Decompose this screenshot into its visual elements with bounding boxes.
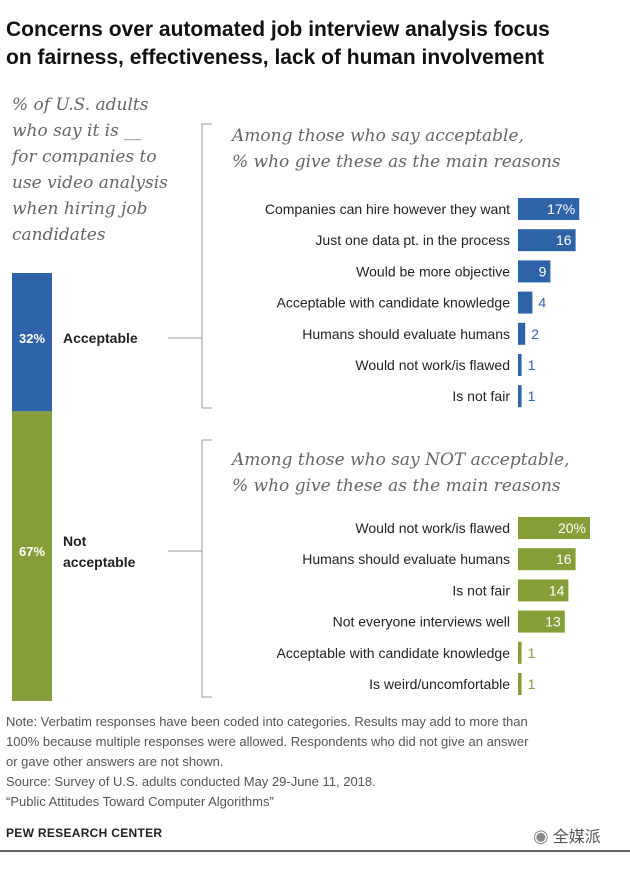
- bar-value-label: 1: [528, 388, 536, 404]
- bar-category-label: Is not fair: [452, 388, 510, 404]
- stacked-segment-label: acceptable: [63, 554, 136, 570]
- note-line: or gave other answers are not shown.: [6, 754, 224, 769]
- bar: [518, 291, 533, 314]
- bar-value-label: 17%: [547, 201, 575, 217]
- intro-text: % of U.S. adults who say it is __ for co…: [12, 92, 202, 248]
- intro-line: who say it is __: [12, 121, 142, 141]
- pew-brand: PEW RESEARCH CENTER: [6, 826, 163, 840]
- intro-line: use video analysis: [12, 173, 168, 193]
- bar-value-label: 16: [556, 232, 572, 248]
- bar-value-label: 1: [528, 645, 536, 661]
- bar-category-label: Humans should evaluate humans: [302, 326, 510, 342]
- note-line: 100% because multiple responses were all…: [6, 734, 529, 749]
- stacked-segment-value: 32%: [19, 331, 45, 346]
- bar-value-label: 2: [531, 326, 539, 342]
- intro-line: % of U.S. adults: [12, 95, 149, 115]
- intro-line: candidates: [12, 225, 106, 245]
- panel-bracket: [201, 123, 212, 409]
- bar: [518, 641, 522, 664]
- bar: [518, 322, 526, 345]
- note-line: Note: Verbatim responses have been coded…: [6, 714, 528, 729]
- bar-value-label: 9: [539, 263, 547, 279]
- bar-category-label: Acceptable with candidate knowledge: [277, 295, 511, 311]
- source-line: Source: Survey of U.S. adults conducted …: [6, 774, 376, 789]
- stacked-segment-not-acceptable: [12, 411, 52, 701]
- panel-heading-line: Among those who say NOT acceptable,: [230, 450, 570, 470]
- intro-line: when hiring job: [12, 199, 148, 219]
- bar-value-label: 4: [538, 295, 546, 311]
- panel-heading-line: % who give these as the main reasons: [232, 152, 561, 172]
- bar: [518, 673, 522, 695]
- bar: [518, 517, 590, 539]
- bar: [518, 385, 522, 408]
- stacked-segment-acceptable: [12, 273, 52, 412]
- title-line-2: on fairness, effectiveness, lack of huma…: [6, 46, 545, 69]
- bar-value-label: 20%: [558, 520, 586, 536]
- stacked-segment-value: 67%: [19, 544, 45, 559]
- report-title-line: “Public Attitudes Toward Computer Algori…: [6, 794, 274, 809]
- bar-category-label: Would not work/is flawed: [355, 520, 510, 536]
- stacked-segment-label: Acceptable: [63, 330, 138, 346]
- bar-category-label: Companies can hire however they want: [265, 201, 510, 217]
- bar: [518, 198, 580, 220]
- chart-title: Concerns over automated job interview an…: [6, 16, 621, 72]
- bar: [518, 579, 569, 602]
- panel-bracket: [201, 439, 212, 698]
- panel-heading-line: % who give these as the main reasons: [232, 476, 561, 496]
- bar-category-label: Would not work/is flawed: [355, 357, 510, 373]
- bar-value-label: 13: [545, 614, 561, 630]
- bar-value-label: 16: [556, 551, 572, 567]
- bar: [518, 610, 565, 633]
- bar-category-label: Is not fair: [452, 582, 510, 598]
- bar-category-label: Humans should evaluate humans: [302, 551, 510, 567]
- notes: Note: Verbatim responses have been coded…: [6, 712, 621, 812]
- bar-value-label: 1: [528, 357, 536, 373]
- intro-line: for companies to: [12, 147, 157, 167]
- bar-value-label: 14: [549, 582, 565, 598]
- title-line-1: Concerns over automated job interview an…: [6, 18, 550, 41]
- watermark: ◉ 全媒派: [533, 823, 601, 847]
- bar-category-label: Acceptable with candidate knowledge: [277, 645, 511, 661]
- bar-value-label: 1: [528, 676, 536, 692]
- stacked-segment-label: Not: [63, 533, 87, 549]
- bar: [518, 354, 522, 376]
- bar: [518, 229, 576, 252]
- bar-category-label: Just one data pt. in the process: [315, 232, 510, 248]
- watermark-text: 全媒派: [552, 829, 601, 846]
- bar-category-label: Is weird/uncomfortable: [369, 676, 510, 692]
- wechat-icon: ◉: [533, 826, 549, 846]
- bar: [518, 548, 576, 571]
- bar: [518, 260, 551, 283]
- bar-category-label: Not everyone interviews well: [333, 614, 510, 630]
- bar-category-label: Would be more objective: [356, 263, 510, 279]
- panel-heading-line: Among those who say acceptable,: [230, 126, 524, 146]
